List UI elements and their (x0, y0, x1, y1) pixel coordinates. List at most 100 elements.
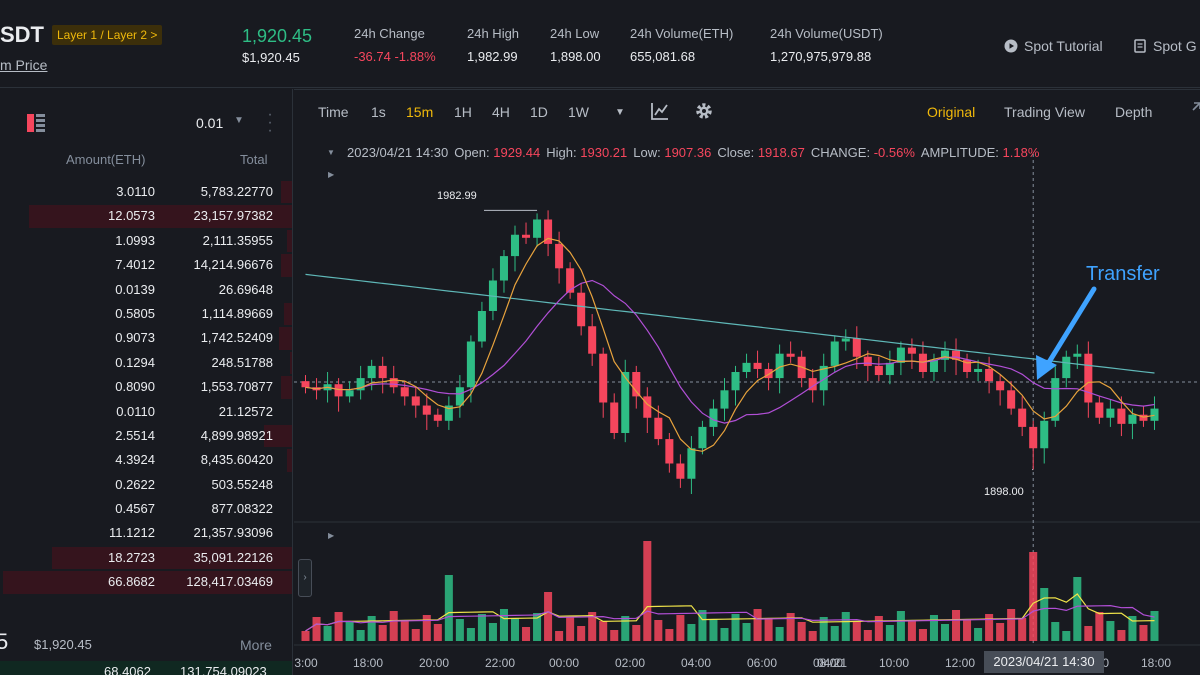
volume-bar (466, 628, 475, 641)
time-axis-label: 22:00 (485, 656, 515, 670)
ask-row[interactable]: 2.5514 4,899.98921 (0, 424, 292, 448)
ask-total: 503.55248 (211, 476, 273, 492)
crosshair-time-badge: 2023/04/21 14:30 (984, 651, 1104, 673)
settings-gear-icon[interactable] (694, 101, 714, 121)
precision-select[interactable]: 0.01 (196, 115, 224, 131)
candle-body (676, 463, 685, 479)
candle-body (896, 347, 905, 363)
more-button[interactable]: More (240, 637, 272, 653)
volume-bar (963, 619, 972, 641)
ask-row[interactable]: 4.3924 8,435.60420 (0, 448, 292, 472)
order-book-sell-layout-icon[interactable] (26, 113, 46, 133)
timeframe-4h[interactable]: 4H (492, 104, 510, 120)
more-vertical-icon[interactable]: · · · (267, 106, 273, 139)
ohlc-change: -0.56% (873, 145, 915, 160)
annotation-arrow-head (1036, 355, 1057, 380)
candle-body (852, 338, 861, 357)
candle-body (654, 417, 663, 440)
more-timeframes-caret-icon[interactable]: ▼ (615, 107, 625, 118)
volume-bar (1106, 621, 1115, 641)
high-marker-label: 1982.99 (437, 190, 477, 202)
time-axis-label: 20:00 (419, 656, 449, 670)
volume-bar (367, 616, 376, 641)
stat-value: 1,898.00 (550, 49, 601, 64)
candlestick-chart[interactable]: 3:00 18:00 20:00 22:00 00:00 02:00 04:00 06:00 0… (294, 89, 1200, 675)
candle-body (555, 243, 564, 269)
time-axis-label: 00:00 (549, 656, 579, 670)
candle-body (510, 234, 520, 257)
timeframe-15m[interactable]: 15m (406, 104, 434, 120)
ask-row[interactable]: 0.2622 503.55248 (0, 473, 292, 497)
time-axis-label: 3:00 (294, 656, 318, 670)
expand-indicators-icon[interactable]: ▶ (328, 170, 335, 179)
time-axis-label: 18:00 (1141, 656, 1171, 670)
stat-label: 24h Volume(ETH) (630, 26, 734, 41)
bid-row[interactable]: 68.4062 131,754.09023 (0, 661, 292, 675)
volume-bar (621, 616, 630, 641)
candle-body (819, 365, 828, 391)
ask-row[interactable]: 18.2723 35,091.22126 (0, 546, 292, 570)
ohlc-change-label: CHANGE: (810, 145, 871, 160)
ask-row[interactable]: 1.0993 2,111.35955 (0, 229, 292, 253)
ask-row[interactable]: 3.0110 5,783.22770 (0, 180, 292, 204)
candle-body (588, 326, 597, 354)
volume-bar (477, 614, 486, 641)
fullscreen-icon[interactable] (1182, 101, 1200, 121)
spot-guide-link[interactable]: Spot G (1133, 38, 1197, 54)
timeframe-1s[interactable]: 1s (371, 104, 386, 120)
timeframe-1d[interactable]: 1D (530, 104, 548, 120)
ask-row[interactable]: 0.1294 248.51788 (0, 351, 292, 375)
volume-bar (753, 609, 762, 641)
ask-row[interactable]: 0.8090 1,553.70877 (0, 375, 292, 399)
ask-row[interactable]: 0.0139 26.69648 (0, 278, 292, 302)
ask-row[interactable]: 0.9073 1,742.52409 (0, 326, 292, 350)
collapse-panel-tab[interactable]: › (298, 559, 312, 597)
view-original[interactable]: Original (927, 104, 976, 120)
trading-pair-name[interactable]: SDT (0, 22, 44, 47)
bid-total: 131,754.09023 (180, 664, 267, 675)
volume-bar (654, 620, 663, 641)
collapse-legend-icon[interactable]: ▼ (327, 148, 335, 157)
candle-body (577, 292, 586, 327)
volume-bar (996, 623, 1005, 641)
ask-row[interactable]: 0.4567 877.08322 (0, 497, 292, 521)
timeframe-1h[interactable]: 1H (454, 104, 472, 120)
ask-row[interactable]: 7.4012 14,214.96676 (0, 253, 292, 277)
candle-body (544, 219, 553, 244)
view-trading-view[interactable]: Trading View (1004, 104, 1085, 120)
candle-body (985, 368, 994, 382)
candle-body (1062, 356, 1071, 379)
volume-bar (1095, 612, 1104, 641)
candle-body (477, 311, 486, 342)
ask-row[interactable]: 12.0573 23,157.97382 (0, 204, 292, 228)
candle-body (929, 359, 938, 372)
ask-row[interactable]: 11.1212 21,357.93096 (0, 521, 292, 545)
caret-down-icon[interactable]: ▼ (234, 115, 244, 126)
ask-amount: 0.9073 (115, 330, 155, 346)
ask-total: 1,742.52409 (200, 330, 273, 346)
volume-bar (918, 629, 927, 641)
ask-total: 128,417.03469 (186, 574, 273, 590)
stat-24h-low: 24h Low 1,898.00 (550, 26, 601, 64)
volume-bar (907, 620, 916, 641)
ask-row[interactable]: 0.5805 1,114.89669 (0, 302, 292, 326)
candle-body (996, 381, 1005, 391)
timeframe-time[interactable]: Time (318, 104, 349, 120)
expand-volume-indicators-icon[interactable]: ▶ (328, 531, 335, 540)
candle-body (1106, 408, 1115, 418)
candle-body (665, 439, 674, 464)
category-tag[interactable]: Layer 1 / Layer 2 > (52, 25, 163, 45)
price-link[interactable]: m Price (0, 57, 48, 73)
spot-tutorial-link[interactable]: Spot Tutorial (1004, 38, 1103, 54)
ask-total: 26.69648 (218, 281, 273, 297)
stat-value: 655,081.68 (630, 49, 696, 64)
ask-row[interactable]: 0.0110 21.12572 (0, 400, 292, 424)
ask-row[interactable]: 66.8682 128,417.03469 (0, 570, 292, 594)
candle-body (599, 353, 608, 403)
ask-amount: 0.2622 (115, 476, 155, 492)
indicators-icon[interactable] (650, 101, 670, 121)
ask-amount: 0.0139 (115, 281, 155, 297)
volume-bar (676, 615, 685, 641)
view-depth[interactable]: Depth (1115, 104, 1153, 120)
timeframe-1w[interactable]: 1W (568, 104, 589, 120)
